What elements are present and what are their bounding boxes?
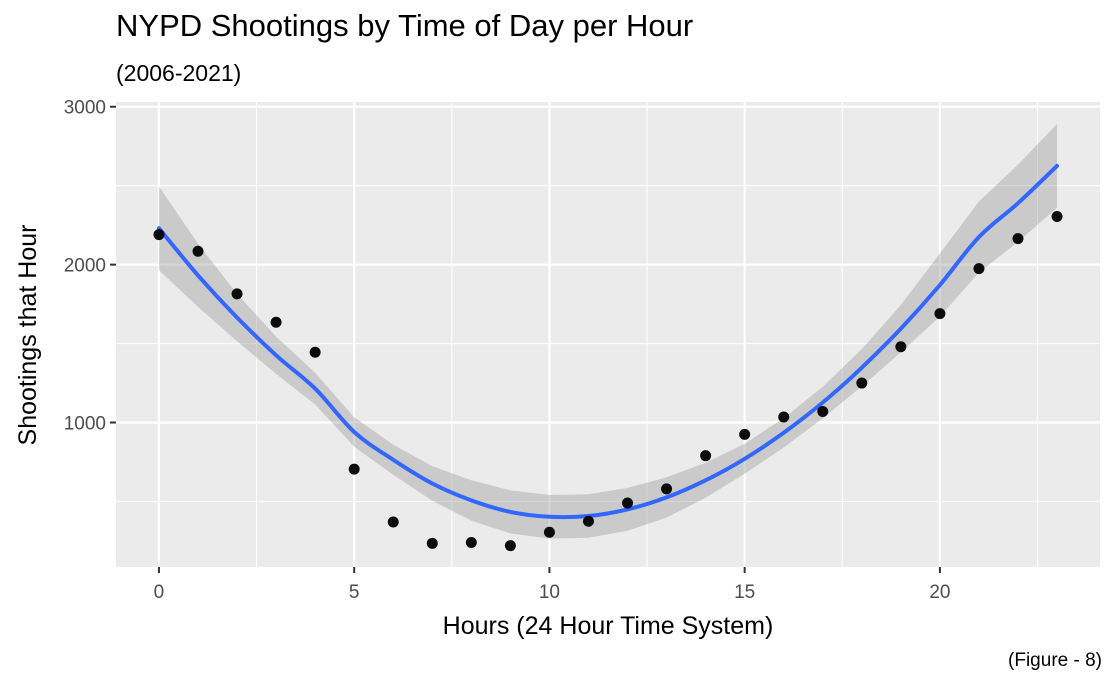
plot-panel [116, 102, 1100, 567]
data-point [1051, 210, 1063, 222]
x-tick-label: 10 [539, 582, 560, 603]
data-point [465, 537, 477, 549]
x-tick-label: 5 [349, 582, 360, 603]
smooth-fit-line [157, 163, 1059, 520]
data-point [1012, 233, 1024, 245]
major-gridlines [116, 102, 1100, 567]
y-axis-tick-labels: 1000 2000 3000 [64, 98, 106, 435]
data-point [231, 288, 243, 300]
data-point [739, 428, 751, 440]
x-tick-label: 0 [154, 582, 165, 603]
chart-title: NYPD Shootings by Time of Day per Hour [116, 8, 694, 43]
x-tick-label: 20 [929, 582, 950, 603]
data-point [778, 411, 790, 423]
data-point [661, 483, 673, 495]
data-point [270, 316, 282, 328]
data-point [192, 245, 204, 257]
data-point [856, 377, 868, 389]
x-tick-label: 15 [734, 582, 755, 603]
data-point [895, 341, 907, 353]
data-point [387, 516, 399, 528]
data-point [426, 537, 438, 549]
data-point [934, 308, 946, 320]
data-points-layer [153, 210, 1063, 552]
fit-line-layer [157, 163, 1059, 520]
chart-subtitle: (2006-2021) [116, 60, 242, 86]
chart-caption: (Figure - 8) [1008, 650, 1102, 671]
data-point [543, 526, 555, 538]
data-point [622, 497, 634, 509]
y-tick-label: 2000 [64, 256, 106, 277]
x-axis-title: Hours (24 Hour Time System) [443, 612, 774, 640]
data-point [700, 450, 712, 462]
y-tick-label: 3000 [64, 98, 106, 119]
minor-gridlines [116, 102, 1100, 567]
x-axis-tick-labels: 0 5 10 15 20 [154, 582, 951, 603]
data-point [504, 540, 516, 552]
data-point [582, 515, 594, 527]
axis-ticks [110, 105, 941, 573]
data-point [348, 463, 360, 475]
y-tick-label: 1000 [64, 414, 106, 435]
data-point [309, 346, 321, 358]
data-point [153, 229, 165, 241]
data-point [817, 405, 829, 417]
y-axis-title: Shootings that Hour [14, 225, 42, 446]
data-point [973, 263, 985, 275]
